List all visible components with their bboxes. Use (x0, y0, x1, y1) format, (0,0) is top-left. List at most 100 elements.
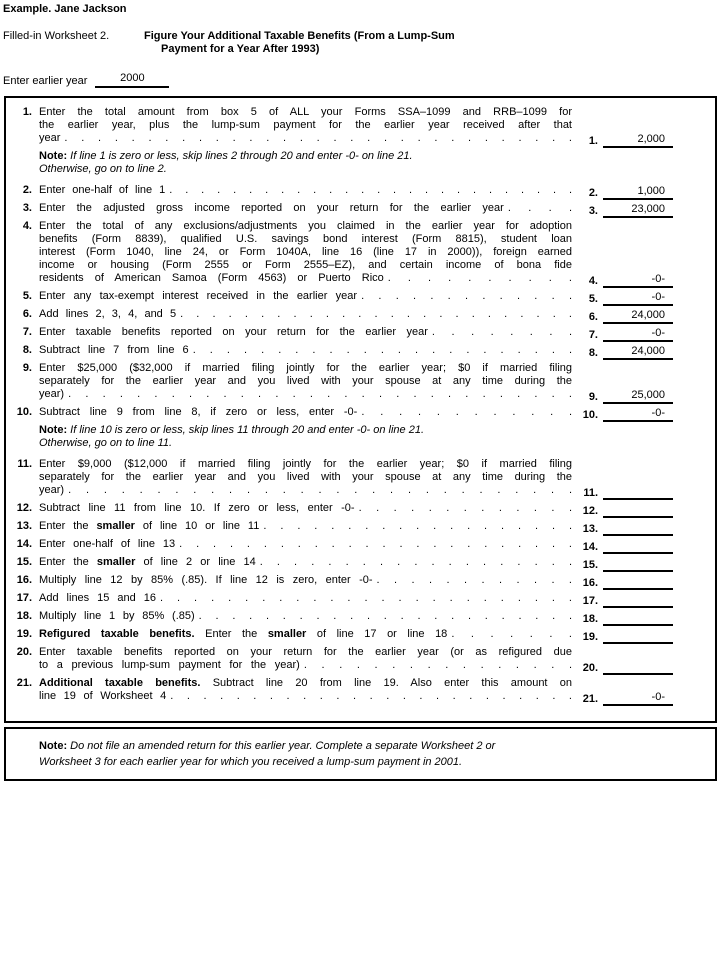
line-description: Note: If line 1 is zero or less, skip li… (39, 150, 572, 176)
answer-line-number: 17. (582, 595, 598, 607)
earlier-year-value: 2000 (120, 72, 145, 84)
dot-leader: . . . . . . . . . . . . . . . . . . . . … (159, 592, 572, 604)
line-number: 19. (16, 628, 32, 640)
text-line: Otherwise, go on to line 2. (39, 163, 572, 176)
line-number: 2. (22, 184, 32, 196)
answer-area-line-21: 21. -0- (572, 691, 673, 706)
text-line: residents of American Samoa (Form 4563) … (39, 272, 572, 285)
dot-leader: . . . . . . . . . . . . . . . . (303, 659, 572, 671)
answer-value-line-4: -0- (651, 273, 665, 285)
footer-note-line2: Worksheet 3 for each earlier year for wh… (39, 756, 463, 768)
worksheet-row-line-11: 11. Enter $9,000 ($12,000 if married fili… (6, 458, 715, 500)
answer-line-number: 4. (588, 275, 598, 287)
line-description: Add lines 15 and 16. . . . . . . . . . .… (39, 592, 572, 605)
answer-line-number: 16. (582, 577, 598, 589)
text-segment: Enter the total amount from box 5 of ALL… (39, 106, 572, 118)
dot-leader: . . . . . . . . . . . . . . . . . . . . … (180, 308, 572, 320)
text-line: separately for the earlier year and you … (39, 471, 572, 484)
answer-value-line-2: 1,000 (637, 185, 665, 197)
line-number: 8. (22, 344, 32, 356)
answer-area-line-8: 8. 24,000 (572, 345, 673, 360)
text-line: Note: If line 1 is zero or less, skip li… (39, 150, 572, 163)
text-segment: Enter one-half of line 1 (39, 184, 166, 196)
text-segment: Subtract line 11 from line 10. If zero o… (39, 502, 355, 514)
text-segment: If line 10 is zero or less, skip lines 1… (67, 424, 424, 436)
line-description: Subtract line 9 from line 8, if zero or … (39, 406, 572, 419)
answer-area-line-2: 2. 1,000 (572, 185, 673, 200)
text-segment: Multiply line 1 by 85% (.85) (39, 610, 195, 622)
text-segment: Subtract line 7 from line 6 (39, 344, 189, 356)
answer-area-line-11: 11. (572, 485, 673, 500)
worksheet-title: Figure Your Additional Taxable Benefits … (144, 30, 455, 56)
line-number: 12. (16, 502, 32, 514)
text-line: Enter the smaller of line 10 or line 11.… (39, 520, 572, 533)
line-description: Subtract line 11 from line 10. If zero o… (39, 502, 572, 515)
text-line: Multiply line 12 by 85% (.85). If line 1… (39, 574, 572, 587)
answer-area-line-6: 6. 24,000 (572, 309, 673, 324)
line-number: 9. (22, 362, 32, 374)
answer-area-line-4: 4. -0- (572, 273, 673, 288)
answer-field-line-12 (603, 503, 673, 518)
worksheet-row-line-2: 2. Enter one-half of line 1. . . . . . . … (6, 184, 715, 200)
worksheet-row-line-7: 7. Enter taxable benefits reported on you… (6, 326, 715, 342)
answer-line-number: 15. (582, 559, 598, 571)
text-segment: Enter $25,000 ($32,000 if married filing… (39, 362, 572, 374)
worksheet-body: 1. Enter the total amount from box 5 of A… (6, 106, 715, 706)
answer-area-line-9: 9. 25,000 (572, 389, 673, 404)
text-line: Additional taxable benefits. Subtract li… (39, 677, 572, 690)
dot-leader: . . . . (507, 202, 572, 214)
line-number: 14. (16, 538, 32, 550)
answer-area-line-20: 20. (572, 660, 673, 675)
dot-leader: . . . . . . . . . . . . (361, 406, 573, 418)
dot-leader: . . . . . . . . . . . . . . . . . . . . … (170, 690, 572, 702)
answer-value-line-7: -0- (651, 327, 665, 339)
text-segment: the earlier year, plus the lump-sum paym… (39, 119, 572, 131)
earlier-year-row: Enter earlier year 2000 (3, 72, 721, 88)
text-segment: of line 10 or line 11 (134, 520, 260, 532)
line-number: 10. (16, 406, 32, 418)
text-segment: Otherwise, go on to line 2. (39, 163, 167, 175)
note-after-line-10: Note: If line 10 is zero or less, skip l… (6, 424, 715, 450)
worksheet-row-line-10: 10. Subtract line 9 from line 8, if zero … (6, 406, 715, 422)
answer-field-line-9: 25,000 (603, 389, 673, 404)
answer-line-number: 5. (588, 293, 598, 305)
worksheet-title-line1: Figure Your Additional Taxable Benefits … (144, 30, 455, 42)
dot-leader: . . . . . . . . . . . . . . . . . . . . … (68, 388, 572, 400)
example-heading: Example. Jane Jackson (3, 3, 127, 15)
answer-field-line-6: 24,000 (603, 309, 673, 324)
text-line: Note: If line 10 is zero or less, skip l… (39, 424, 572, 437)
answer-field-line-2: 1,000 (603, 185, 673, 200)
text-line: Enter $25,000 ($32,000 if married filing… (39, 362, 572, 375)
answer-line-number: 18. (582, 613, 598, 625)
text-segment: smaller (267, 628, 307, 640)
dot-leader: . . . . . . . . . . . . . . . . . . . (263, 520, 573, 532)
note-after-line-1: Note: If line 1 is zero or less, skip li… (6, 150, 715, 176)
answer-field-line-21: -0- (603, 691, 673, 706)
line-description: Enter the adjusted gross income reported… (39, 202, 572, 215)
answer-line-number: 14. (582, 541, 598, 553)
text-line: Enter taxable benefits reported on your … (39, 326, 572, 339)
text-segment: separately for the earlier year and you … (39, 471, 572, 483)
text-segment: Enter the (39, 520, 97, 532)
line-description: Enter $25,000 ($32,000 if married filing… (39, 362, 572, 401)
line-description: Enter the total amount from box 5 of ALL… (39, 106, 572, 145)
answer-area-line-17: 17. (572, 593, 673, 608)
answer-field-line-1: 2,000 (603, 133, 673, 148)
text-line: income or housing (Form 2555 or Form 255… (39, 259, 572, 272)
text-line: Enter one-half of line 1. . . . . . . . … (39, 184, 572, 197)
text-line: year. . . . . . . . . . . . . . . . . . … (39, 132, 572, 145)
text-segment: of line 17 or line 18 (306, 628, 448, 640)
text-line: Subtract line 7 from line 6. . . . . . .… (39, 344, 572, 357)
text-segment: Note: (39, 150, 68, 162)
worksheet-row-line-18: 18. Multiply line 1 by 85% (.85). . . . .… (6, 610, 715, 626)
text-line: Add lines 15 and 16. . . . . . . . . . .… (39, 592, 572, 605)
answer-area-line-10: 10. -0- (572, 407, 673, 422)
worksheet-row-line-6: 6. Add lines 2, 3, 4, and 5. . . . . . . … (6, 308, 715, 324)
answer-line-number: 20. (582, 662, 598, 674)
text-line: Refigured taxable benefits. Enter the sm… (39, 628, 572, 641)
text-segment: Add lines 2, 3, 4, and 5 (39, 308, 177, 320)
answer-value-line-10: -0- (651, 407, 665, 419)
answer-field-line-5: -0- (603, 291, 673, 306)
line-description: Subtract line 7 from line 6. . . . . . .… (39, 344, 572, 357)
line-description: Enter the smaller of line 2 or line 14. … (39, 556, 572, 569)
